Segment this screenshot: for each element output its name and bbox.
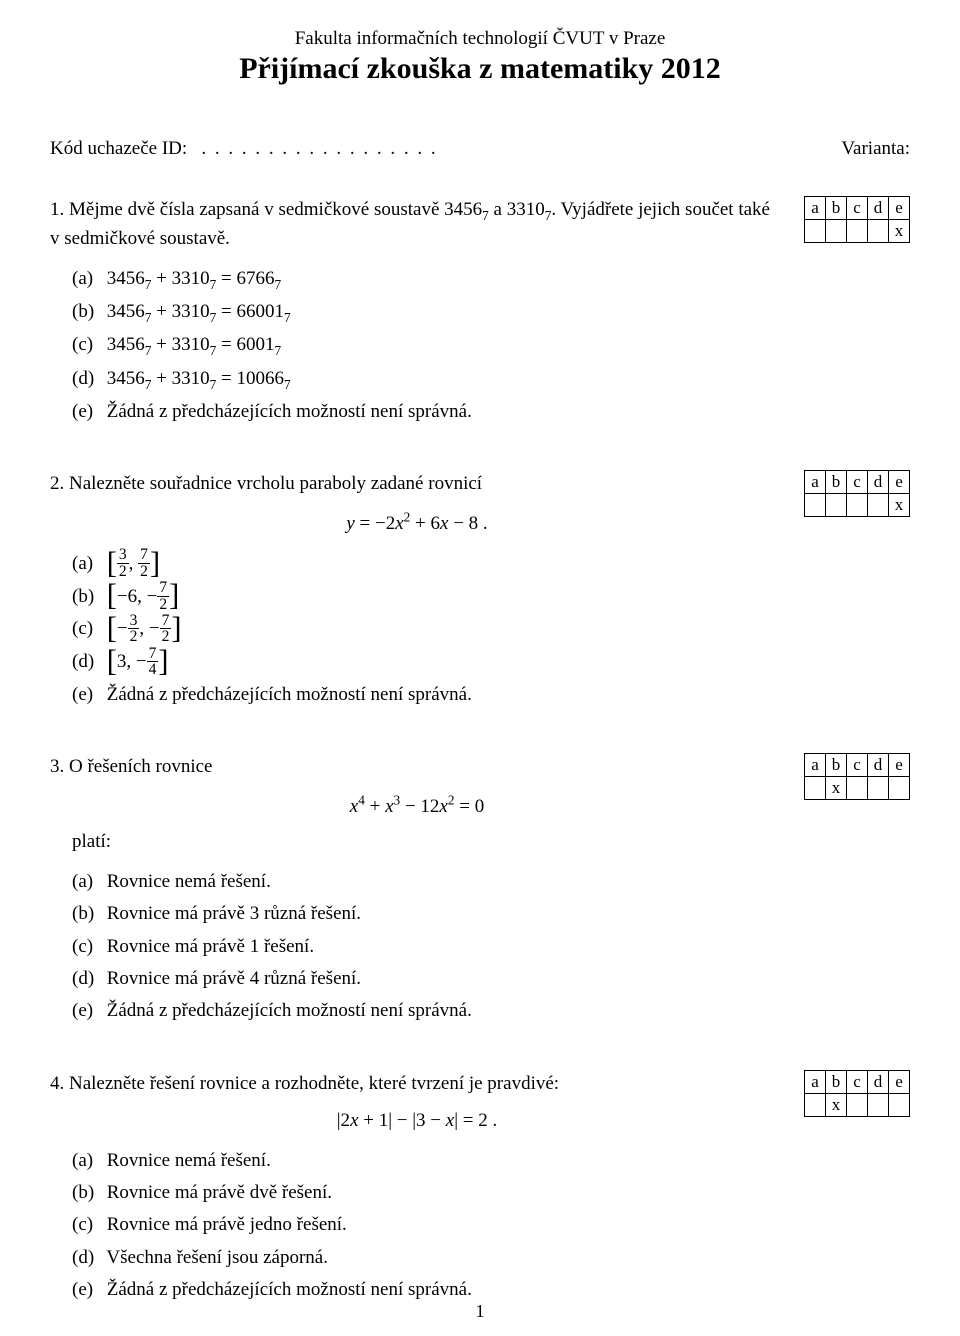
option: (a) 34567 + 33107 = 67667 (72, 263, 784, 296)
answer-header-cell: d (868, 1070, 889, 1093)
option-list: (a) Rovnice nemá řešení.(b) Rovnice má p… (72, 1145, 784, 1306)
answer-header-cell: e (889, 1070, 910, 1093)
question-body: 2. Nalezněte souřadnice vrcholu paraboly… (50, 470, 784, 711)
answer-header-cell: c (847, 754, 868, 777)
question: 3. O řešeních rovnice x4 + x3 − 12x2 = 0 p… (50, 753, 910, 1027)
answer-cell[interactable] (805, 494, 826, 517)
page-number: 1 (0, 1301, 960, 1322)
option: (e) Žádná z předcházejících možností nen… (72, 679, 784, 711)
header-title: Přijímací zkouška z matematiky 2012 (50, 52, 910, 86)
answer-box: abcdex (804, 196, 910, 243)
option: (b) Rovnice má právě 3 různá řešení. (72, 898, 784, 930)
option: (e) Žádná z předcházejících možností nen… (72, 995, 784, 1027)
answer-cell[interactable]: x (826, 777, 847, 800)
answer-cell[interactable] (805, 777, 826, 800)
option: (c) 34567 + 33107 = 60017 (72, 329, 784, 362)
question-text: 3. O řešeních rovnice (50, 753, 784, 781)
option: (b) Rovnice má právě dvě řešení. (72, 1177, 784, 1209)
answer-header-cell: b (826, 471, 847, 494)
answer-cell[interactable] (889, 1093, 910, 1116)
answer-cell[interactable] (889, 777, 910, 800)
option: (a) Rovnice nemá řešení. (72, 866, 784, 898)
answer-header-cell: c (847, 471, 868, 494)
answer-cell[interactable]: x (826, 1093, 847, 1116)
question-body: 4. Nalezněte řešení rovnice a rozhodněte… (50, 1070, 784, 1307)
info-row: Kód uchazeče ID: . . . . . . . . . . . .… (50, 138, 910, 160)
option: (c) Rovnice má právě jedno řešení. (72, 1209, 784, 1241)
question-text: 2. Nalezněte souřadnice vrcholu paraboly… (50, 470, 784, 498)
answer-header-cell: b (826, 754, 847, 777)
option: (b) [−6, −72] (72, 581, 784, 614)
question: 1. Mějme dvě čísla zapsaná v sedmičkové … (50, 196, 910, 428)
equation: |2x + 1| − |3 − x| = 2 . (50, 1107, 784, 1135)
answer-cell[interactable] (847, 777, 868, 800)
answer-cell[interactable] (847, 494, 868, 517)
page: Fakulta informačních technologií ČVUT v … (0, 0, 960, 1336)
answer-cell[interactable] (826, 220, 847, 243)
answer-header-cell: a (805, 197, 826, 220)
answer-header-cell: e (889, 197, 910, 220)
answer-header-cell: d (868, 471, 889, 494)
option: (d) Všechna řešení jsou záporná. (72, 1242, 784, 1274)
answer-box: abcdex (804, 470, 910, 517)
option: (c) Rovnice má právě 1 řešení. (72, 931, 784, 963)
question-text: 1. Mějme dvě čísla zapsaná v sedmičkové … (50, 196, 784, 253)
answer-header-cell: b (826, 1070, 847, 1093)
answer-grid: abcde x (804, 753, 910, 800)
option: (d) [3, −74] (72, 646, 784, 679)
variant-label: Varianta: (841, 138, 910, 160)
option: (d) 34567 + 33107 = 100667 (72, 363, 784, 396)
answer-header-cell: d (868, 197, 889, 220)
question-body: 1. Mějme dvě čísla zapsaná v sedmičkové … (50, 196, 784, 428)
option-list: (a) 34567 + 33107 = 67667(b) 34567 + 331… (72, 263, 784, 429)
candidate-id-dots: . . . . . . . . . . . . . . . . . . (201, 138, 437, 159)
answer-cell[interactable] (805, 220, 826, 243)
answer-cell[interactable] (868, 494, 889, 517)
questions-container: 1. Mějme dvě čísla zapsaná v sedmičkové … (50, 196, 910, 1306)
question-body: 3. O řešeních rovnice x4 + x3 − 12x2 = 0 p… (50, 753, 784, 1027)
answer-header-cell: e (889, 754, 910, 777)
answer-box: abcde x (804, 1070, 910, 1117)
answer-cell[interactable] (868, 220, 889, 243)
option-list: (a) [32, 72](b) [−6, −72](c) [−32, −72](… (72, 548, 784, 711)
answer-cell[interactable] (847, 220, 868, 243)
answer-cell[interactable] (826, 494, 847, 517)
answer-header-cell: a (805, 1070, 826, 1093)
answer-grid: abcdex (804, 470, 910, 517)
answer-header-cell: a (805, 754, 826, 777)
answer-cell[interactable] (868, 777, 889, 800)
answer-cell[interactable] (847, 1093, 868, 1116)
answer-header-cell: e (889, 471, 910, 494)
candidate-id-label: Kód uchazeče ID: (50, 138, 187, 159)
option: (d) Rovnice má právě 4 různá řešení. (72, 963, 784, 995)
answer-header-cell: c (847, 1070, 868, 1093)
question-text-after-eq: platí: (72, 828, 784, 856)
answer-grid: abcde x (804, 1070, 910, 1117)
candidate-id-block: Kód uchazeče ID: . . . . . . . . . . . .… (50, 138, 438, 160)
header-institution: Fakulta informačních technologií ČVUT v … (50, 28, 910, 50)
answer-cell[interactable] (868, 1093, 889, 1116)
equation: x4 + x3 − 12x2 = 0 (50, 791, 784, 821)
answer-header-cell: d (868, 754, 889, 777)
answer-header-cell: b (826, 197, 847, 220)
answer-header-cell: a (805, 471, 826, 494)
option: (e) Žádná z předcházejících možností nen… (72, 396, 784, 428)
option: (a) [32, 72] (72, 548, 784, 581)
answer-box: abcde x (804, 753, 910, 800)
question: 2. Nalezněte souřadnice vrcholu paraboly… (50, 470, 910, 711)
option: (b) 34567 + 33107 = 660017 (72, 296, 784, 329)
question: 4. Nalezněte řešení rovnice a rozhodněte… (50, 1070, 910, 1307)
answer-header-cell: c (847, 197, 868, 220)
option: (c) [−32, −72] (72, 613, 784, 646)
answer-cell[interactable] (805, 1093, 826, 1116)
option: (a) Rovnice nemá řešení. (72, 1145, 784, 1177)
answer-cell[interactable]: x (889, 494, 910, 517)
equation: y = −2x2 + 6x − 8 . (50, 508, 784, 538)
answer-cell[interactable]: x (889, 220, 910, 243)
answer-grid: abcdex (804, 196, 910, 243)
question-text: 4. Nalezněte řešení rovnice a rozhodněte… (50, 1070, 784, 1098)
option-list: (a) Rovnice nemá řešení.(b) Rovnice má p… (72, 866, 784, 1027)
